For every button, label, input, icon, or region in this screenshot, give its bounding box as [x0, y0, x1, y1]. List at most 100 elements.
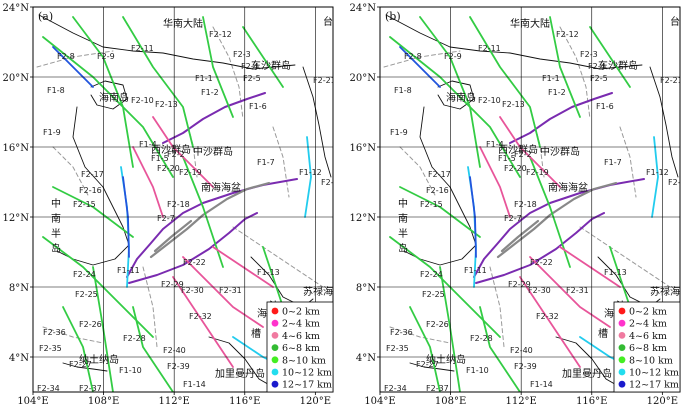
fault-label: F2-26 — [79, 320, 102, 329]
fault-line — [399, 46, 441, 88]
dashed-boundary — [212, 26, 244, 120]
fault-line — [479, 146, 511, 218]
lon-tick-label: 112°E — [505, 396, 536, 407]
fault-label: F2-37 — [79, 384, 102, 393]
lat-tick-label: 4°N — [9, 353, 29, 364]
fault-label: F2-17 — [428, 170, 451, 179]
lon-tick-label: 108°E — [435, 396, 466, 407]
fault-line — [152, 116, 214, 188]
fault-label: F1-8 — [47, 86, 65, 95]
coastline — [250, 256, 314, 308]
legend-swatch — [271, 368, 279, 376]
panel-b: F2-8 F2-9 F2-11 F2-12 F1-8 F2-10 F2-5 F2-4 F2-3 F… — [350, 3, 681, 407]
lat-tick-label: 12°N — [350, 213, 377, 224]
place-label-hainan-island: 海南岛 — [446, 91, 476, 104]
place-label-basin: 南海海盆 — [548, 181, 588, 194]
fault-label: F2-15 — [420, 200, 443, 209]
fault-label: F1-9 — [43, 128, 61, 137]
legend-label: 0~2 km — [629, 307, 667, 318]
fault-label: F2-28 — [123, 334, 146, 343]
fault-line — [519, 276, 581, 368]
legend-swatch — [618, 344, 626, 351]
fault-label: F2-20 — [504, 164, 527, 173]
fault-label: F2-9 — [444, 52, 462, 61]
fault-line — [202, 16, 234, 118]
fault-label: F2-39 — [167, 362, 190, 371]
fault-label: F2-19 — [526, 168, 549, 177]
fault-label: F1-8 — [394, 86, 412, 95]
fault-label: F2-29 — [161, 280, 184, 289]
fault-label: F2-40 — [510, 346, 533, 355]
fault-label: F2-5 — [243, 74, 261, 83]
fault-label: F1-14 — [530, 380, 553, 389]
place-label-dongsha: 东沙群岛 — [251, 59, 291, 72]
legend-label: 0~2 km — [282, 307, 320, 318]
legend-swatch — [271, 356, 279, 364]
place-label-indochina: 南 — [398, 212, 408, 225]
dashed-boundary — [389, 326, 451, 344]
fault-line — [499, 116, 561, 188]
fault-label: F1-1 — [195, 74, 213, 83]
legend-swatch — [618, 356, 626, 364]
fault-line — [72, 16, 134, 168]
fault-label: F2-3 — [580, 50, 598, 59]
lat-tick-label: 24°N — [3, 3, 30, 14]
legend-label: 2~4 km — [282, 319, 320, 330]
coastline — [62, 362, 108, 372]
legend-swatch — [271, 344, 279, 351]
lat-tick-label: 8°N — [356, 283, 376, 294]
legend-label: 12~17 km — [629, 380, 679, 391]
fault-label: F2-27 — [69, 360, 92, 369]
place-label-zhongsha: 中沙群岛 — [540, 145, 580, 158]
fault-line — [172, 276, 234, 368]
fault-label: F2-32 — [536, 312, 559, 321]
fault-label: F2-13 — [155, 100, 178, 109]
fault-label: F2-7 — [157, 214, 175, 223]
fault-label: F2-15 — [73, 200, 96, 209]
legend-label: 8~10 km — [629, 355, 673, 366]
fault-line — [52, 186, 134, 238]
fault-label: F1-12 — [646, 168, 669, 177]
legend: 0~2 km2~4 km4~6 km6~8 km8~10 km 10~12 km1… — [266, 301, 334, 393]
fault-label: F2-25 — [75, 290, 98, 299]
panel-frame — [32, 6, 334, 393]
place-label-indochina: 半 — [51, 227, 61, 240]
place-label-trough: 海 — [604, 307, 614, 320]
spreading-ridge — [153, 219, 193, 253]
fault-label: F2-18 — [167, 200, 190, 209]
dashed-boundary — [142, 266, 158, 348]
fault-label: F2-40 — [163, 346, 186, 355]
fault-line — [559, 246, 621, 288]
fault-label: F2-20 — [157, 164, 180, 173]
fault-line — [399, 186, 481, 238]
fault-label: F1-5 — [151, 154, 169, 163]
place-label-taiwan: 台 — [323, 15, 333, 28]
panel-letter: (b) — [385, 10, 401, 23]
legend-swatch — [271, 332, 279, 339]
fault-line — [212, 246, 274, 288]
dashed-boundary — [399, 146, 437, 198]
fault-label: F2-35 — [39, 344, 62, 353]
fault-label: F2-29 — [508, 280, 531, 289]
place-label-indochina: 岛 — [398, 242, 408, 255]
fault-label: F2-31 — [566, 286, 589, 295]
legend-swatch — [618, 307, 626, 315]
panel-a: F2-8 F2-9 F2-11 F2-12 F1-8 F2-10 F2-5 F2-4 F2-3 F… — [3, 3, 334, 407]
fault-label: F2-11 — [131, 44, 154, 53]
fault-label: F1-13 — [257, 268, 280, 277]
legend-label: 10~12 km — [282, 368, 332, 379]
place-label-kalimantan: 加里曼丹岛 — [562, 367, 612, 380]
fault-label: F2-10 — [478, 96, 501, 105]
legend-label: 8~10 km — [282, 355, 326, 366]
place-label-basin: 南海海盆 — [201, 181, 241, 194]
coastline — [403, 106, 477, 266]
coastline — [90, 80, 128, 110]
lon-tick-label: 108°E — [88, 396, 119, 407]
fault-label: F2-34 — [37, 384, 60, 393]
fault-line — [409, 306, 441, 392]
place-label-indochina: 岛 — [51, 242, 61, 255]
lon-tick-label: 116°E — [229, 396, 260, 407]
fault-label: F1-7 — [257, 158, 275, 167]
fault-line — [304, 136, 312, 218]
fault-label: F2-4 — [241, 62, 259, 71]
